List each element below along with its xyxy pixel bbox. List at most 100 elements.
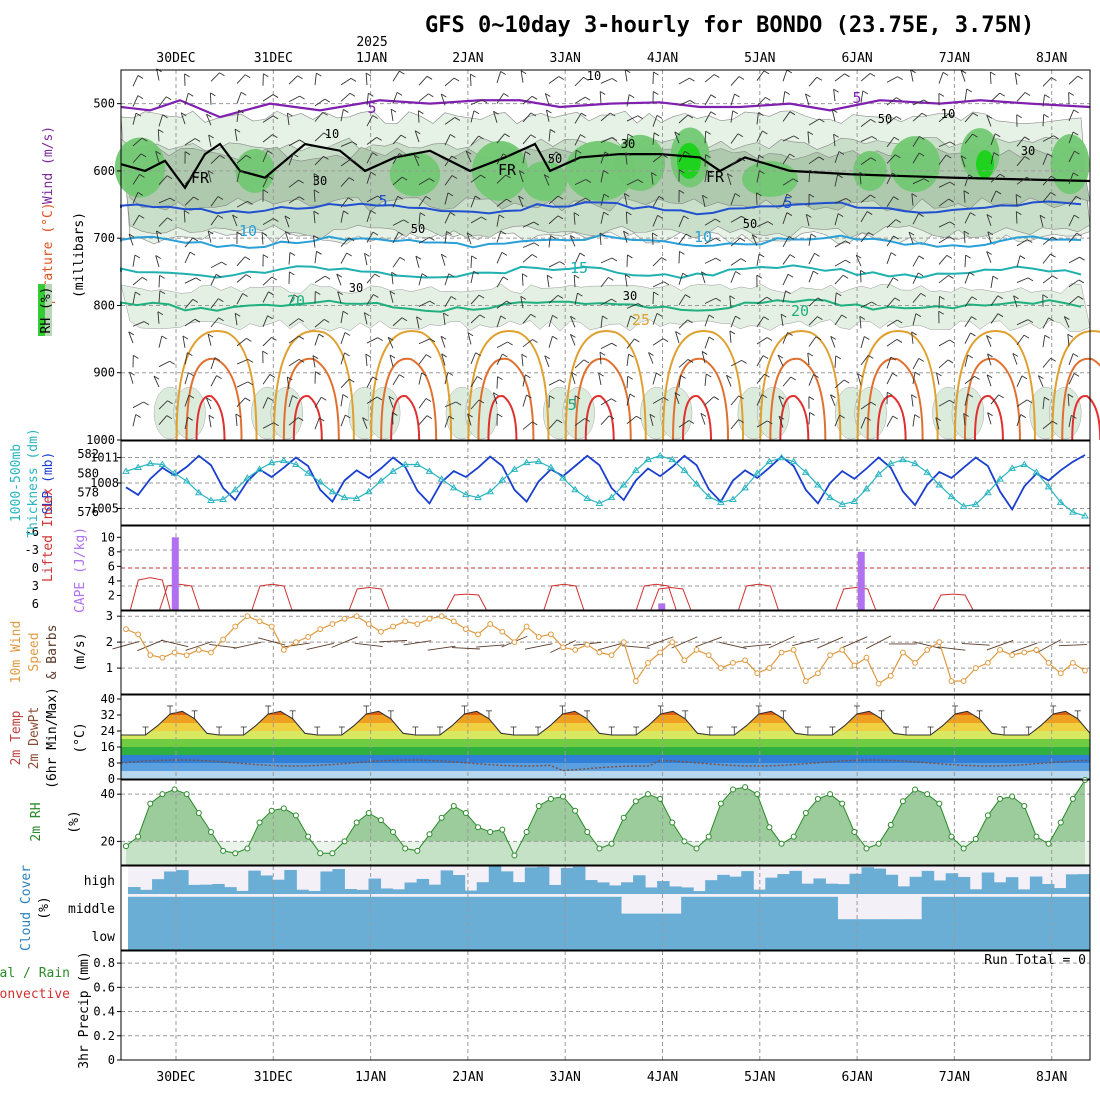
wind-speed-point bbox=[790, 647, 797, 653]
wind-barb bbox=[964, 112, 974, 123]
wind-barb-flag bbox=[818, 156, 825, 161]
wind-barb-flag bbox=[426, 415, 433, 420]
cloud-high bbox=[621, 882, 634, 894]
wind-barb-flag bbox=[815, 336, 822, 341]
thickness-point bbox=[741, 483, 749, 491]
wind-barb bbox=[158, 96, 167, 107]
wind-barb-flag bbox=[870, 401, 877, 406]
wind-barb-flag bbox=[139, 174, 145, 178]
wind-barb-flag bbox=[738, 76, 745, 80]
wind-barb-flag bbox=[911, 331, 917, 336]
wind-barb bbox=[1042, 275, 1053, 284]
wind-barb-flag bbox=[194, 138, 201, 142]
wind-barb bbox=[548, 261, 560, 268]
wind-barb bbox=[652, 132, 655, 145]
wind-barb-flag bbox=[579, 252, 586, 257]
wind-barb-flag bbox=[583, 76, 589, 81]
wind-barb-flag bbox=[232, 214, 238, 219]
cloud-high bbox=[705, 880, 718, 894]
wind-barb bbox=[262, 176, 269, 188]
wind-barb bbox=[210, 274, 217, 286]
wind-barb bbox=[886, 137, 895, 148]
wind-barb-flag bbox=[493, 392, 499, 396]
cloud-low bbox=[380, 922, 394, 950]
wind-barb bbox=[496, 300, 507, 309]
contour-label: 50 bbox=[548, 152, 562, 166]
wind-barb bbox=[782, 111, 791, 122]
contour-label: 10 bbox=[941, 107, 955, 121]
wind-barb-flag bbox=[319, 417, 325, 422]
wind-barb bbox=[1042, 153, 1048, 165]
rh-point bbox=[596, 845, 603, 852]
wind-speed-point bbox=[1009, 652, 1016, 658]
wind-barb-flag bbox=[706, 169, 713, 174]
wind-barb bbox=[210, 298, 219, 309]
wind-speed-point bbox=[462, 626, 469, 633]
rh-point bbox=[875, 840, 882, 847]
wind-barb-flag bbox=[162, 114, 168, 119]
wind-barb bbox=[157, 311, 160, 324]
thickness-point bbox=[814, 480, 822, 488]
li-bump bbox=[348, 586, 390, 611]
wind-barb-flag bbox=[625, 152, 631, 156]
wind-barb bbox=[392, 153, 400, 165]
wind-barb bbox=[392, 134, 402, 145]
rh-point bbox=[729, 786, 736, 793]
wind-barb-flag bbox=[624, 193, 630, 197]
wind-barb-flag bbox=[138, 214, 145, 219]
wind-barb bbox=[886, 97, 897, 106]
wind-barb bbox=[132, 192, 139, 204]
cloud-middle bbox=[981, 896, 995, 922]
thickness-point bbox=[292, 460, 300, 468]
wind-barb bbox=[964, 354, 969, 367]
cloud-high bbox=[633, 875, 646, 894]
wind-barb-flag bbox=[701, 351, 708, 355]
wind-speed-point bbox=[450, 618, 457, 625]
wind-barb-flag bbox=[217, 214, 224, 219]
wind-barb bbox=[418, 178, 430, 186]
wind-barb bbox=[390, 109, 394, 122]
wind-barb-flag bbox=[871, 136, 878, 140]
wind-barb bbox=[184, 417, 189, 430]
wind-barb bbox=[496, 252, 503, 264]
wind-barb-flag bbox=[447, 371, 454, 376]
wind-barb bbox=[340, 252, 348, 264]
wind-barb bbox=[704, 74, 715, 83]
wind-barb-flag bbox=[324, 275, 331, 280]
cloud-low bbox=[128, 922, 141, 950]
rh-point bbox=[899, 798, 906, 805]
thickness-point bbox=[1020, 460, 1029, 468]
wind-speed-point bbox=[305, 634, 311, 640]
rh-point bbox=[742, 784, 749, 791]
wind-speed-point bbox=[645, 659, 651, 666]
thickness-point bbox=[862, 484, 871, 492]
wind-barb-flag bbox=[838, 151, 845, 155]
wind-barb-flag bbox=[268, 291, 274, 296]
wind-barb-flag bbox=[377, 195, 383, 200]
wind-barb bbox=[1042, 175, 1052, 186]
cloud-high bbox=[669, 886, 682, 894]
cloud-low bbox=[681, 922, 694, 950]
wind-barb bbox=[1042, 253, 1051, 264]
wind-barb-flag bbox=[522, 273, 528, 278]
wind-barb-flag bbox=[1044, 94, 1050, 99]
wind-barb bbox=[388, 396, 394, 408]
li-tick: -6 bbox=[25, 525, 39, 539]
wind-barb bbox=[1042, 94, 1045, 107]
wind-barb-flag bbox=[525, 151, 531, 155]
wind-barb-flag bbox=[1073, 172, 1079, 177]
wind-barb-flag bbox=[986, 114, 992, 119]
wind-barb-flag bbox=[263, 73, 269, 78]
wind-barb bbox=[935, 417, 940, 430]
wind-barb bbox=[444, 372, 449, 385]
wind-barb bbox=[1014, 72, 1018, 85]
wind-barb bbox=[808, 316, 818, 326]
wind-barb bbox=[912, 313, 917, 326]
wind-speed-point bbox=[293, 639, 299, 646]
rh-point bbox=[499, 826, 506, 833]
cloud-high bbox=[861, 867, 875, 894]
wind-barb-flag bbox=[210, 92, 216, 97]
cloud-high bbox=[657, 881, 670, 894]
panel-frame bbox=[120, 694, 1091, 780]
